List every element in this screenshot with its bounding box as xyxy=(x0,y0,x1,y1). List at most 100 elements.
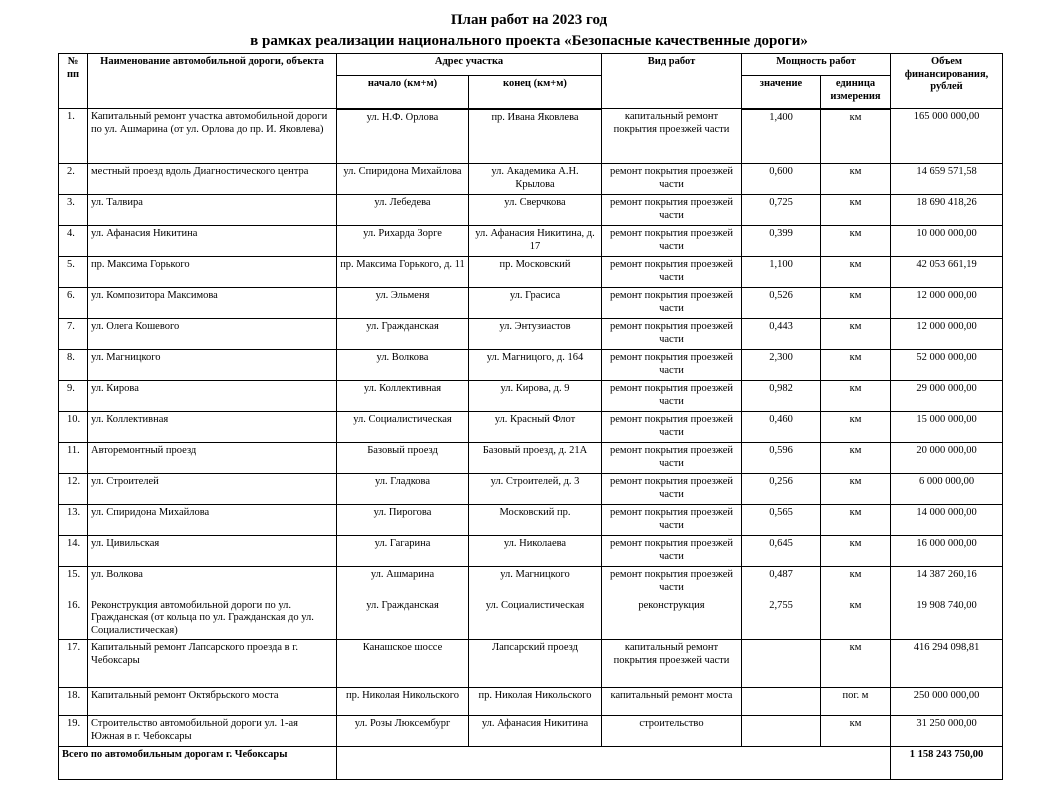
cell-start: ул. Розы Люксембург xyxy=(336,715,469,747)
table-row: 1. Капитальный ремонт участка автомобильн… xyxy=(58,108,1003,164)
cell-start: ул. Гладкова xyxy=(336,473,469,505)
cell-start: Базовый проезд xyxy=(336,442,469,474)
cell-start: ул. Эльменя xyxy=(336,287,469,319)
cell-end: ул. Академика А.Н. Крылова xyxy=(468,163,602,195)
table-row: 14. ул. Цивильская ул. Гагарина ул. Николае… xyxy=(58,535,1003,567)
cell-funding: 20 000 000,00 xyxy=(890,442,1003,474)
cell-name: Авторемонтный проезд xyxy=(87,442,337,474)
cell-funding: 29 000 000,00 xyxy=(890,380,1003,412)
cell-num: 11. xyxy=(58,442,88,474)
cell-name: Капитальный ремонт Октябрьского моста xyxy=(87,687,337,716)
cell-work: капитальный ремонт моста xyxy=(601,687,742,716)
cell-end: ул. Афанасия Никитина, д. 17 xyxy=(468,225,602,257)
cell-end: ул. Грасиса xyxy=(468,287,602,319)
cell-unit: км xyxy=(820,256,891,288)
cell-work: капитальный ремонт покрытия проезжей час… xyxy=(601,639,742,688)
cell-start: ул. Гагарина xyxy=(336,535,469,567)
cell-value: 0,487 xyxy=(741,566,821,598)
cell-unit: пог. м xyxy=(820,687,891,716)
header-unit: единица измерения xyxy=(820,75,891,110)
table-row: 10. ул. Коллективная ул. Социалистическая у… xyxy=(58,411,1003,443)
cell-start: ул. Коллективная xyxy=(336,380,469,412)
cell-funding: 12 000 000,00 xyxy=(890,318,1003,350)
cell-work: капитальный ремонт покрытия проезжей час… xyxy=(601,108,742,164)
table-row: 8. ул. Магницкого ул. Волкова ул. Магницого… xyxy=(58,349,1003,381)
cell-num: 2. xyxy=(58,163,88,195)
cell-num: 17. xyxy=(58,639,88,688)
cell-end: ул. Николаева xyxy=(468,535,602,567)
cell-value xyxy=(741,687,821,716)
header-num: № пп xyxy=(58,53,88,109)
cell-work: ремонт покрытия проезжей части xyxy=(601,163,742,195)
table-row: 6. ул. Композитора Максимова ул. Эльменя ул… xyxy=(58,287,1003,319)
cell-num: 10. xyxy=(58,411,88,443)
work-plan-table: № пп Наименование автомобильной дороги, … xyxy=(58,53,1003,780)
cell-funding: 19 908 740,00 xyxy=(890,597,1003,640)
cell-unit: км xyxy=(820,566,891,598)
cell-unit: км xyxy=(820,163,891,195)
total-funding: 1 158 243 750,00 xyxy=(890,746,1003,780)
cell-num: 1. xyxy=(58,108,88,164)
cell-name: пр. Максима Горького xyxy=(87,256,337,288)
cell-end: пр. Московский xyxy=(468,256,602,288)
cell-num: 9. xyxy=(58,380,88,412)
total-label: Всего по автомобильным дорогам г. Чебокс… xyxy=(58,746,337,780)
cell-funding: 31 250 000,00 xyxy=(890,715,1003,747)
table-row: 7. ул. Олега Кошевого ул. Гражданская ул. Э… xyxy=(58,318,1003,350)
cell-end: пр. Ивана Яковлева xyxy=(468,108,602,164)
cell-funding: 15 000 000,00 xyxy=(890,411,1003,443)
cell-unit: км xyxy=(820,411,891,443)
cell-num: 7. xyxy=(58,318,88,350)
cell-value: 0,565 xyxy=(741,504,821,536)
cell-num: 19. xyxy=(58,715,88,747)
cell-work: ремонт покрытия проезжей части xyxy=(601,411,742,443)
header-value: значение xyxy=(741,75,821,110)
cell-value: 2,755 xyxy=(741,597,821,640)
cell-work: ремонт покрытия проезжей части xyxy=(601,225,742,257)
cell-value: 1,400 xyxy=(741,108,821,164)
header-address: Адрес участка xyxy=(336,53,602,76)
cell-unit: км xyxy=(820,504,891,536)
cell-name: местный проезд вдоль Диагностического це… xyxy=(87,163,337,195)
table-row: 13. ул. Спиридона Михайлова ул. Пирогова Мо… xyxy=(58,504,1003,536)
cell-end: ул. Энтузиастов xyxy=(468,318,602,350)
cell-work: ремонт покрытия проезжей части xyxy=(601,287,742,319)
cell-name: ул. Композитора Максимова xyxy=(87,287,337,319)
cell-funding: 52 000 000,00 xyxy=(890,349,1003,381)
cell-name: Строительство автомобильной дороги ул. 1… xyxy=(87,715,337,747)
cell-funding: 14 387 260,16 xyxy=(890,566,1003,598)
cell-name: ул. Магницкого xyxy=(87,349,337,381)
cell-name: ул. Талвира xyxy=(87,194,337,226)
cell-end: ул. Сверчкова xyxy=(468,194,602,226)
cell-value: 0,460 xyxy=(741,411,821,443)
table-row: 3. ул. Талвира ул. Лебедева ул. Сверчкова ре… xyxy=(58,194,1003,226)
title-line-1: План работ на 2023 год xyxy=(450,12,608,28)
cell-work: ремонт покрытия проезжей части xyxy=(601,194,742,226)
cell-name: ул. Строителей xyxy=(87,473,337,505)
cell-work: ремонт покрытия проезжей части xyxy=(601,473,742,505)
cell-funding: 165 000 000,00 xyxy=(890,108,1003,164)
cell-work: ремонт покрытия проезжей части xyxy=(601,349,742,381)
cell-value: 0,256 xyxy=(741,473,821,505)
cell-name: ул. Кирова xyxy=(87,380,337,412)
cell-funding: 16 000 000,00 xyxy=(890,535,1003,567)
table-row: 18. Капитальный ремонт Октябрьского моста… xyxy=(58,687,1003,716)
cell-value: 1,100 xyxy=(741,256,821,288)
cell-num: 6. xyxy=(58,287,88,319)
cell-work: ремонт покрытия проезжей части xyxy=(601,442,742,474)
cell-num: 3. xyxy=(58,194,88,226)
cell-start: ул. Гражданская xyxy=(336,597,469,640)
cell-num: 14. xyxy=(58,535,88,567)
cell-num: 12. xyxy=(58,473,88,505)
cell-start: ул. Рихарда Зорге xyxy=(336,225,469,257)
cell-name: ул. Афанасия Никитина xyxy=(87,225,337,257)
cell-unit: км xyxy=(820,225,891,257)
cell-end: Базовый проезд, д. 21А xyxy=(468,442,602,474)
table-row: 5. пр. Максима Горького пр. Максима Горько… xyxy=(58,256,1003,288)
cell-name: ул. Цивильская xyxy=(87,535,337,567)
cell-num: 18. xyxy=(58,687,88,716)
cell-value xyxy=(741,715,821,747)
table-row: 2. местный проезд вдоль Диагностического … xyxy=(58,163,1003,195)
cell-work: ремонт покрытия проезжей части xyxy=(601,380,742,412)
cell-end: Лапсарский проезд xyxy=(468,639,602,688)
